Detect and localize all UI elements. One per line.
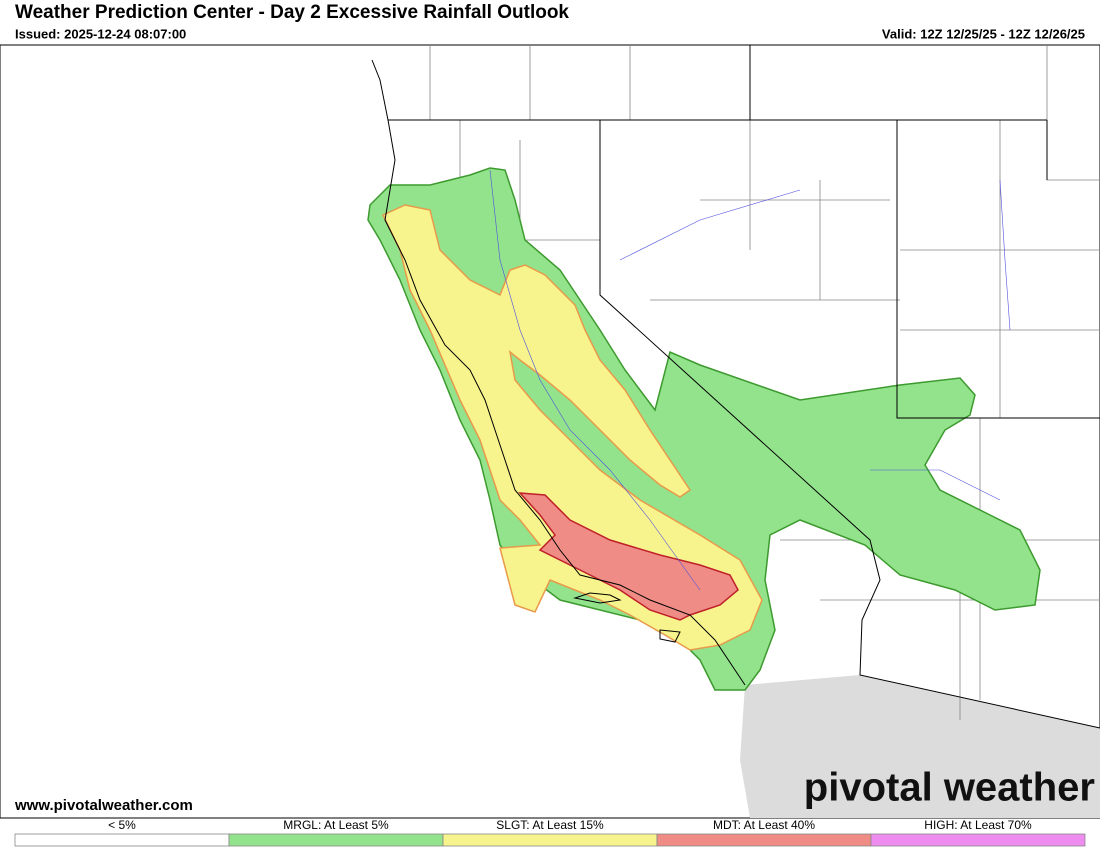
logo: pivotal weather <box>804 766 1095 810</box>
legend-swatch <box>870 833 1086 847</box>
valid: Valid: 12Z 12/25/25 - 12Z 12/26/25 <box>882 26 1085 41</box>
title: Weather Prediction Center - Day 2 Excess… <box>15 2 569 23</box>
legend-label: MRGL: At Least 5% <box>283 818 389 832</box>
issued: Issued: 2025-12-24 08:07:00 <box>15 26 186 41</box>
legend-swatch <box>14 833 230 847</box>
rivers <box>489 169 1011 591</box>
legend-label: MDT: At Least 40% <box>713 818 815 832</box>
legend-swatch <box>228 833 444 847</box>
map <box>0 44 1100 819</box>
legend: < 5% MRGL: At Least 5% SLGT: At Least 15% M… <box>14 818 1086 847</box>
mexico <box>740 675 1100 818</box>
legend-label: < 5% <box>108 818 136 832</box>
mdt-area <box>518 492 739 621</box>
legend-label: SLGT: At Least 15% <box>496 818 604 832</box>
boundaries <box>371 45 1100 729</box>
legend-swatch <box>442 833 658 847</box>
website: www.pivotalweather.com <box>14 797 193 814</box>
legend-label: HIGH: At Least 70% <box>924 818 1032 832</box>
legend-swatch <box>656 833 872 847</box>
slgt-area <box>381 204 763 651</box>
